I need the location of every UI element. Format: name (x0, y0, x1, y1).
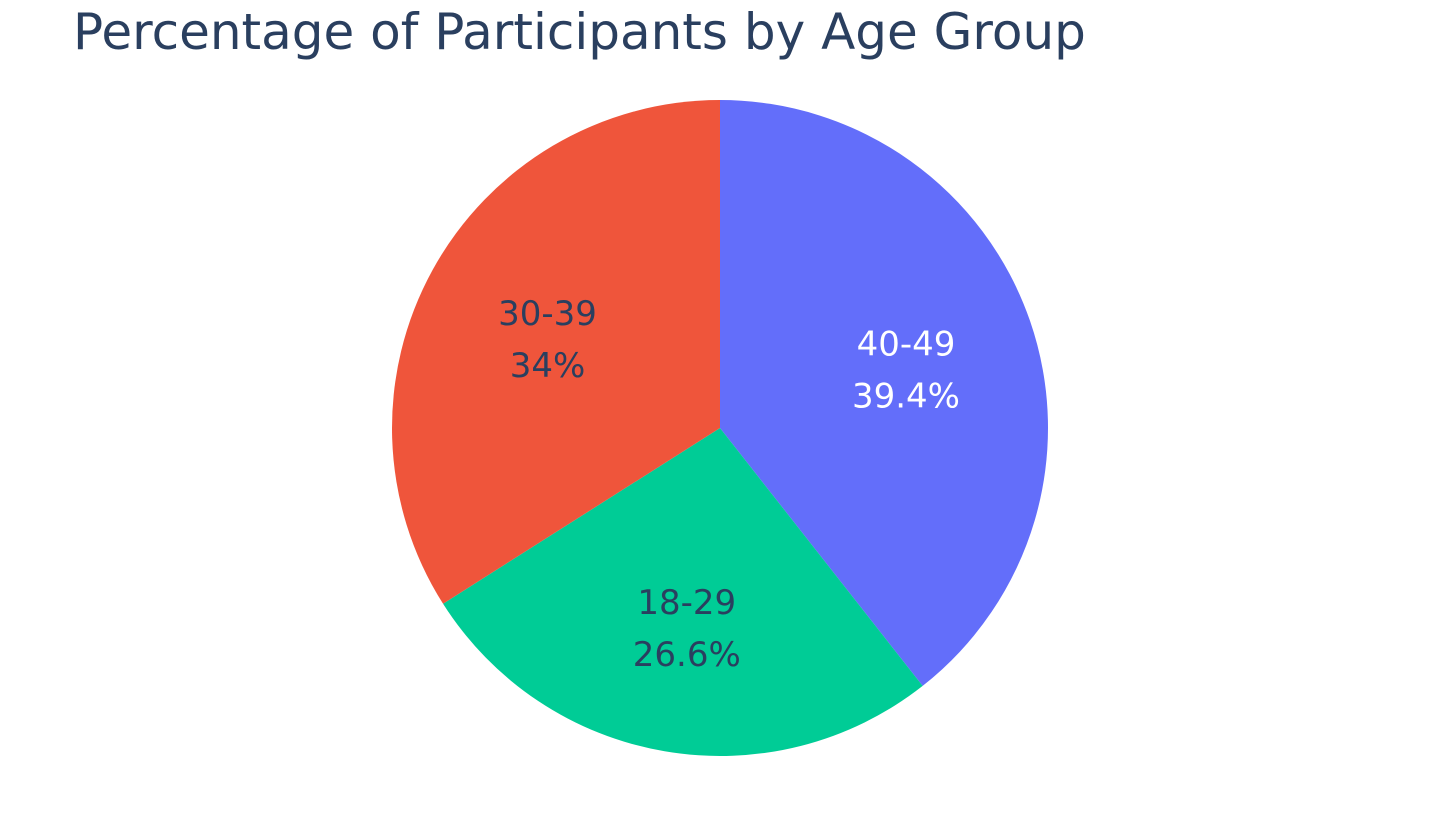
slice-category-label: 40-49 (857, 325, 956, 365)
slice-category-label: 18-29 (637, 583, 736, 623)
pie-slice-40-49[interactable] (720, 100, 1048, 686)
pie-slices (392, 99, 1048, 756)
pie-slice-18-29[interactable] (443, 428, 923, 756)
pie-labels: 40-49 39.4% 18-29 26.6% 30-39 34% (498, 294, 960, 675)
pie-slice-30-39[interactable] (392, 99, 720, 604)
slice-category-label: 30-39 (498, 294, 597, 334)
chart-title: Percentage of Participants by Age Group (73, 3, 1086, 61)
slice-percent-label: 39.4% (852, 377, 960, 417)
slice-percent-label: 26.6% (633, 635, 741, 675)
slice-percent-label: 34% (510, 346, 586, 386)
